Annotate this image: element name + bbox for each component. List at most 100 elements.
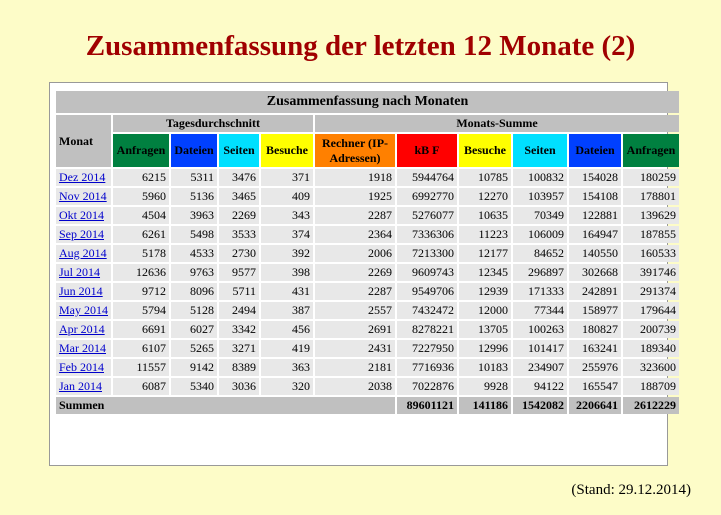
value-cell: 70349: [513, 207, 567, 224]
value-cell: 5265: [171, 340, 217, 357]
value-cell: 6107: [113, 340, 169, 357]
month-link[interactable]: Mar 2014: [59, 341, 106, 355]
column-header: Besuche: [459, 134, 511, 167]
value-cell: 296897: [513, 264, 567, 281]
data-row: Mar 2014 6107 5265 3271 419 2431 7227950 12996 1…: [56, 340, 679, 357]
value-cell: 179644: [623, 302, 679, 319]
value-cell: 12000: [459, 302, 511, 319]
value-cell: 291374: [623, 283, 679, 300]
value-cell: 242891: [569, 283, 621, 300]
value-cell: 6691: [113, 321, 169, 338]
total-cell: 1542082: [513, 397, 567, 414]
value-cell: 7716936: [397, 359, 457, 376]
value-cell: 12345: [459, 264, 511, 281]
column-header: Anfragen: [623, 134, 679, 167]
data-row: Aug 2014 5178 4533 2730 392 2006 7213300 12177 8…: [56, 245, 679, 262]
column-header: Besuche: [261, 134, 313, 167]
month-link[interactable]: Sep 2014: [59, 227, 104, 241]
data-row: Jul 2014 12636 9763 9577 398 2269 9609743 12345…: [56, 264, 679, 281]
month-cell: Mar 2014: [56, 340, 111, 357]
group-row: Monat Tagesdurchschnitt Monats-Summe: [56, 115, 679, 167]
totals-row: Summen 89601121 141186 1542082 2206641 261222…: [56, 397, 679, 414]
table-box: Zusammenfassung nach Monaten Monat Tagesdu…: [49, 82, 679, 466]
value-cell: 9549706: [397, 283, 457, 300]
value-cell: 4533: [171, 245, 217, 262]
value-cell: 103957: [513, 188, 567, 205]
value-cell: 10183: [459, 359, 511, 376]
value-cell: 4504: [113, 207, 169, 224]
month-link[interactable]: May 2014: [59, 303, 108, 317]
column-header: Anfragen: [113, 134, 169, 167]
value-cell: 12636: [113, 264, 169, 281]
value-cell: 371: [261, 169, 313, 186]
month-link[interactable]: Jun 2014: [59, 284, 103, 298]
value-cell: 2038: [315, 378, 395, 395]
column-header: Dateien: [171, 134, 217, 167]
value-cell: 398: [261, 264, 313, 281]
value-cell: 5178: [113, 245, 169, 262]
value-cell: 323600: [623, 359, 679, 376]
value-cell: 6261: [113, 226, 169, 243]
value-cell: 12939: [459, 283, 511, 300]
value-cell: 9609743: [397, 264, 457, 281]
month-link[interactable]: Jan 2014: [59, 379, 102, 393]
value-cell: 2269: [219, 207, 259, 224]
value-cell: 5340: [171, 378, 217, 395]
month-link[interactable]: Okt 2014: [59, 208, 104, 222]
month-link[interactable]: Nov 2014: [59, 189, 107, 203]
value-cell: 7227950: [397, 340, 457, 357]
value-cell: 2364: [315, 226, 395, 243]
value-cell: 5960: [113, 188, 169, 205]
value-cell: 5311: [171, 169, 217, 186]
value-cell: 11557: [113, 359, 169, 376]
column-row: Anfragen Dateien Seiten Besuche Rechner (IP-…: [56, 134, 679, 167]
month-cell: Aug 2014: [56, 245, 111, 262]
value-cell: 164947: [569, 226, 621, 243]
total-cell: 2612229: [623, 397, 679, 414]
value-cell: 178801: [623, 188, 679, 205]
month-link[interactable]: Jul 2014: [59, 265, 101, 279]
value-cell: 165547: [569, 378, 621, 395]
value-cell: 122881: [569, 207, 621, 224]
totals-label: Summen: [56, 397, 395, 414]
header-month: Monat: [56, 115, 111, 167]
value-cell: 5711: [219, 283, 259, 300]
month-link[interactable]: Apr 2014: [59, 322, 105, 336]
value-cell: 180259: [623, 169, 679, 186]
column-header: Seiten: [513, 134, 567, 167]
data-row: Jun 2014 9712 8096 5711 431 2287 9549706 12939 1…: [56, 283, 679, 300]
value-cell: 6992770: [397, 188, 457, 205]
value-cell: 5276077: [397, 207, 457, 224]
value-cell: 343: [261, 207, 313, 224]
value-cell: 2431: [315, 340, 395, 357]
value-cell: 419: [261, 340, 313, 357]
value-cell: 84652: [513, 245, 567, 262]
value-cell: 7022876: [397, 378, 457, 395]
value-cell: 187855: [623, 226, 679, 243]
value-cell: 1918: [315, 169, 395, 186]
value-cell: 12177: [459, 245, 511, 262]
month-link[interactable]: Aug 2014: [59, 246, 107, 260]
value-cell: 2269: [315, 264, 395, 281]
value-cell: 100832: [513, 169, 567, 186]
month-cell: Apr 2014: [56, 321, 111, 338]
total-cell: 89601121: [397, 397, 457, 414]
value-cell: 302668: [569, 264, 621, 281]
value-cell: 9142: [171, 359, 217, 376]
month-link[interactable]: Feb 2014: [59, 360, 104, 374]
data-row: Nov 2014 5960 5136 3465 409 1925 6992770 12270 1…: [56, 188, 679, 205]
value-cell: 12270: [459, 188, 511, 205]
value-cell: 2287: [315, 283, 395, 300]
value-cell: 387: [261, 302, 313, 319]
value-cell: 13705: [459, 321, 511, 338]
value-cell: 255976: [569, 359, 621, 376]
value-cell: 5128: [171, 302, 217, 319]
value-cell: 7336306: [397, 226, 457, 243]
month-link[interactable]: Dez 2014: [59, 170, 106, 184]
value-cell: 409: [261, 188, 313, 205]
value-cell: 2287: [315, 207, 395, 224]
value-cell: 188709: [623, 378, 679, 395]
column-header: Rechner (IP-Adressen): [315, 134, 395, 167]
value-cell: 5794: [113, 302, 169, 319]
value-cell: 456: [261, 321, 313, 338]
